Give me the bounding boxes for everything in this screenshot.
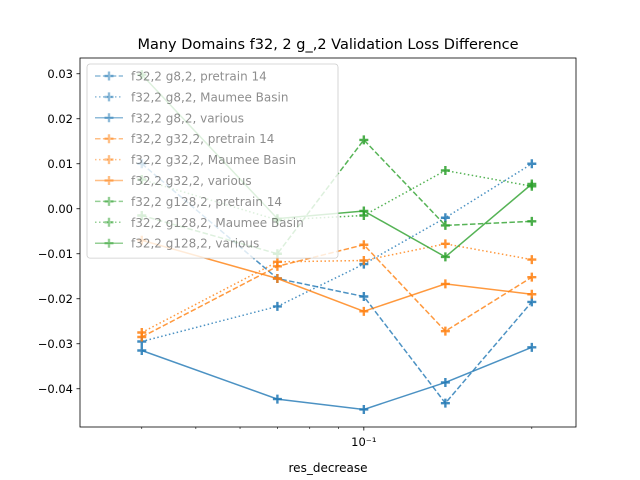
- data-point-marker: [440, 279, 450, 289]
- legend-label: f32,2 g128,2, pretrain 14: [131, 195, 282, 209]
- x-axis-label: res_decrease: [289, 461, 368, 475]
- y-tick-label: 0.02: [47, 112, 73, 126]
- data-point-marker: [527, 289, 537, 299]
- data-point-marker: [527, 179, 537, 189]
- legend-marker: [104, 113, 114, 123]
- data-point-marker: [359, 240, 369, 250]
- axes-frame: [79, 57, 577, 428]
- data-point-marker: [527, 272, 537, 282]
- legend-marker: [104, 196, 114, 206]
- legend-label: f32,2 g8,2, Maumee Basin: [131, 90, 288, 104]
- x-tick-label: 10⁻¹: [351, 435, 376, 449]
- data-point-marker: [440, 239, 450, 249]
- data-point-marker: [272, 301, 282, 311]
- data-point-marker: [440, 220, 450, 230]
- legend-marker: [104, 155, 114, 165]
- y-tick-label: −0.03: [38, 337, 73, 351]
- y-tick-label: 0.00: [47, 202, 73, 216]
- y-tick-label: −0.04: [38, 382, 73, 396]
- legend-marker: [104, 238, 114, 248]
- plot-area: 0.03 0.02 0.01 0.00 −0.01 −0.02 −0.03 −0.04 10⁻¹: [38, 57, 577, 449]
- legend-box: [86, 63, 339, 259]
- y-tick-label: 0.01: [47, 157, 73, 171]
- legend-label: f32,2 g32,2, pretrain 14: [131, 132, 274, 146]
- y-tick-label: 0.03: [47, 67, 73, 81]
- legend-label: f32,2 g32,2, various: [131, 174, 252, 188]
- data-point-marker: [440, 377, 450, 387]
- data-point-marker: [137, 346, 147, 355]
- chart-title: Many Domains f32, 2 g_,2 Validation Loss…: [137, 37, 518, 53]
- data-point-marker: [359, 306, 369, 316]
- data-point-marker: [272, 257, 282, 267]
- data-point-marker: [359, 292, 369, 301]
- y-tick-label: −0.01: [38, 247, 73, 261]
- legend: f32,2 g8,2, pretrain 14 f32,2 g8,2, Maume…: [86, 63, 339, 259]
- data-point-marker: [527, 297, 537, 307]
- y-tick-label: −0.02: [38, 292, 73, 306]
- data-point-marker: [359, 206, 369, 216]
- legend-marker: [104, 71, 114, 81]
- legend-label: f32,2 g8,2, various: [131, 111, 244, 125]
- legend-label: f32,2 g128,2, Maumee Basin: [131, 216, 304, 230]
- data-point-marker: [137, 328, 147, 337]
- series-3: [137, 342, 537, 414]
- legend-marker: [104, 217, 114, 227]
- data-point-marker: [272, 394, 282, 404]
- data-point-marker: [359, 404, 369, 414]
- data-point-marker: [272, 274, 282, 283]
- data-point-marker: [527, 342, 537, 352]
- legend-label: f32,2 g32,2, Maumee Basin: [131, 153, 296, 167]
- data-point-marker: [527, 216, 537, 226]
- series-5: [137, 239, 537, 337]
- series-line: [141, 138, 532, 255]
- legend-label: f32,2 g128,2, various: [131, 237, 259, 251]
- data-point-marker: [527, 159, 537, 169]
- legend-label: f32,2 g8,2, pretrain 14: [131, 70, 267, 84]
- legend-marker: [104, 92, 114, 102]
- data-point-marker: [527, 255, 537, 265]
- data-point-marker: [440, 398, 450, 408]
- data-point-marker: [359, 256, 369, 265]
- data-point-marker: [440, 252, 450, 262]
- data-point-marker: [359, 135, 369, 145]
- legend-marker: [104, 134, 114, 144]
- data-point-marker: [440, 166, 450, 175]
- data-point-marker: [440, 213, 450, 223]
- data-point-marker: [440, 326, 450, 336]
- legend-marker: [104, 176, 114, 185]
